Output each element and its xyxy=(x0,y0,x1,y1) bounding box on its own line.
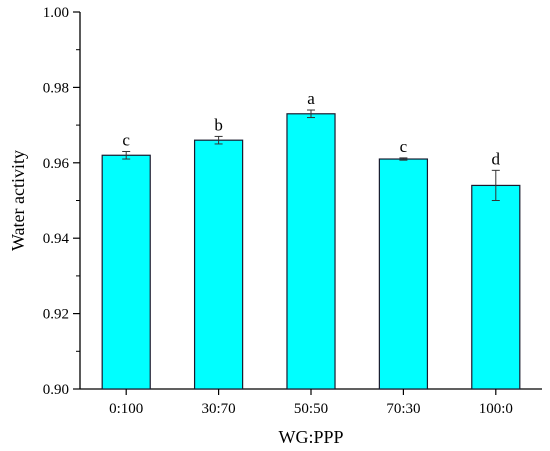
bar-30:70 xyxy=(193,139,244,390)
significance-letter: c xyxy=(122,130,130,149)
significance-letter: d xyxy=(492,149,501,168)
x-tick-label: 0:100 xyxy=(109,401,143,417)
bar-100:0 xyxy=(471,184,521,390)
plot-area: 0.90 0.92 0.94 0.96 0.98 1.00 c 0:100 b 30:70 a 50:… xyxy=(43,5,542,417)
x-tick-label: 50:50 xyxy=(294,401,328,417)
y-tick-label: 0.90 xyxy=(43,382,69,398)
y-tick-label: 0.96 xyxy=(43,156,70,172)
x-axis-title: WG:PPP xyxy=(278,427,343,447)
bar-50:50 xyxy=(286,113,336,390)
x-tick-label: 70:30 xyxy=(386,401,420,417)
x-tick-label: 30:70 xyxy=(202,401,236,417)
significance-letter: a xyxy=(307,89,315,108)
x-tick-label: 100:0 xyxy=(479,401,513,417)
significance-letter: c xyxy=(400,137,408,156)
y-tick-label: 0.98 xyxy=(43,80,69,96)
y-tick-label: 1.00 xyxy=(43,5,69,21)
y-axis-title: Water activity xyxy=(8,150,28,251)
y-tick-label: 0.94 xyxy=(43,231,70,247)
bar-0:100 xyxy=(101,154,151,390)
y-tick-label: 0.92 xyxy=(43,307,69,323)
significance-letter: b xyxy=(214,115,223,134)
bar-70:30 xyxy=(378,158,429,390)
